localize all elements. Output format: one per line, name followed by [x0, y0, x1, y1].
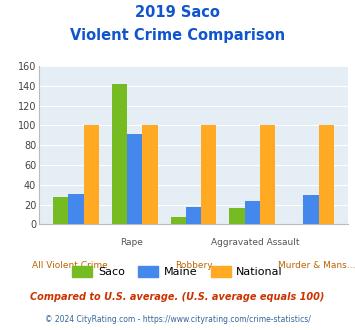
Text: Violent Crime Comparison: Violent Crime Comparison — [70, 28, 285, 43]
Text: Aggravated Assault: Aggravated Assault — [211, 238, 300, 247]
Bar — [229, 208, 245, 224]
Bar — [170, 217, 186, 224]
Legend: Saco, Maine, National: Saco, Maine, National — [68, 261, 287, 281]
Bar — [142, 125, 158, 224]
Text: 2019 Saco: 2019 Saco — [135, 5, 220, 20]
Bar — [127, 134, 142, 224]
Text: Robbery: Robbery — [175, 261, 212, 270]
Bar — [201, 125, 217, 224]
Bar — [186, 207, 201, 224]
Bar — [84, 125, 99, 224]
Bar — [69, 194, 84, 224]
Text: Murder & Mans...: Murder & Mans... — [278, 261, 355, 270]
Text: © 2024 CityRating.com - https://www.cityrating.com/crime-statistics/: © 2024 CityRating.com - https://www.city… — [45, 315, 310, 324]
Text: Compared to U.S. average. (U.S. average equals 100): Compared to U.S. average. (U.S. average … — [30, 292, 325, 302]
Bar — [303, 195, 318, 224]
Bar — [318, 125, 334, 224]
Text: Rape: Rape — [120, 238, 143, 247]
Bar — [245, 201, 260, 224]
Bar — [53, 197, 69, 224]
Text: All Violent Crime: All Violent Crime — [32, 261, 108, 270]
Bar — [112, 84, 127, 224]
Bar — [260, 125, 275, 224]
